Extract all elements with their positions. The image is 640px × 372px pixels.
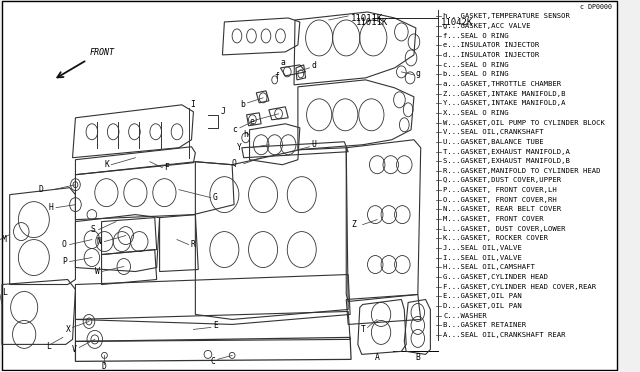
Text: g...GASKET,ACC VALVE: g...GASKET,ACC VALVE [443, 23, 531, 29]
Text: R...GASKET,MANIFOLD TO CYLINDER HEAD: R...GASKET,MANIFOLD TO CYLINDER HEAD [443, 168, 601, 174]
Text: 11011K: 11011K [351, 14, 383, 23]
Text: f...SEAL O RING: f...SEAL O RING [443, 33, 509, 39]
Text: X...SEAL O RING: X...SEAL O RING [443, 110, 509, 116]
Text: M: M [2, 235, 7, 244]
Text: E...GASKET,OIL PAN: E...GASKET,OIL PAN [443, 294, 522, 299]
Text: P: P [62, 257, 67, 266]
Text: L: L [47, 342, 51, 351]
Text: N...GASKET, REAR BELT COVER: N...GASKET, REAR BELT COVER [443, 206, 561, 212]
Text: L: L [2, 288, 7, 297]
Text: B: B [415, 353, 420, 362]
Text: Z...GASKET,INTAKE MANIFOLD,B: Z...GASKET,INTAKE MANIFOLD,B [443, 90, 566, 97]
Text: c...SEAL O RING: c...SEAL O RING [443, 62, 509, 68]
Text: F: F [164, 163, 170, 172]
Text: G: G [212, 193, 218, 202]
Text: h: h [244, 130, 248, 139]
Text: D: D [102, 362, 106, 371]
Text: W...GASKET,OIL PUMP TO CYLINDER BLOCK: W...GASKET,OIL PUMP TO CYLINDER BLOCK [443, 119, 605, 125]
Text: FRONT: FRONT [90, 48, 115, 57]
Text: c: c [232, 125, 237, 134]
Text: X: X [66, 325, 70, 334]
Text: 11042K: 11042K [441, 18, 473, 27]
Text: Q...GASKET,DUST COVER,UPPER: Q...GASKET,DUST COVER,UPPER [443, 177, 561, 183]
Text: D...GASKET,OIL PAN: D...GASKET,OIL PAN [443, 303, 522, 309]
Text: K: K [104, 160, 109, 169]
Text: V: V [72, 345, 76, 354]
Text: b: b [240, 100, 244, 109]
Text: a: a [280, 58, 285, 67]
Text: S...GASKET,EXHAUST MANIFOLD,B: S...GASKET,EXHAUST MANIFOLD,B [443, 158, 570, 164]
Text: T: T [361, 325, 365, 334]
Text: Y: Y [237, 143, 242, 152]
Text: d: d [312, 61, 316, 70]
Text: U...GASKET,BALANCE TUBE: U...GASKET,BALANCE TUBE [443, 139, 544, 145]
Text: L...GASKET, DUST COVER,LOWER: L...GASKET, DUST COVER,LOWER [443, 226, 566, 232]
Text: M...GASKET, FRONT COVER: M...GASKET, FRONT COVER [443, 216, 544, 222]
Text: 11011K: 11011K [356, 18, 388, 27]
Text: G...GASKET,CYLINDER HEAD: G...GASKET,CYLINDER HEAD [443, 274, 548, 280]
Text: O...GASKET, FRONT COVER,RH: O...GASKET, FRONT COVER,RH [443, 197, 557, 203]
Text: e...INSULATOR INJECTOR: e...INSULATOR INJECTOR [443, 42, 540, 48]
Text: C: C [211, 357, 216, 366]
Text: T...GASKET,EXHAUST MANIFOLD,A: T...GASKET,EXHAUST MANIFOLD,A [443, 148, 570, 154]
Text: J...SEAL OIL,VALVE: J...SEAL OIL,VALVE [443, 245, 522, 251]
Text: H: H [49, 203, 53, 212]
Text: Q: Q [231, 159, 236, 168]
Text: e: e [250, 117, 255, 126]
Text: Y...GASKET,INTAKE MANIFOLD,A: Y...GASKET,INTAKE MANIFOLD,A [443, 100, 566, 106]
Text: D: D [38, 185, 44, 194]
Text: E: E [212, 321, 218, 330]
Text: a...GASKET,THROTTLE CHAMBER: a...GASKET,THROTTLE CHAMBER [443, 81, 561, 87]
Text: N: N [97, 237, 102, 246]
Text: Z: Z [351, 220, 356, 229]
Text: d...INSULATOR INJECTOR: d...INSULATOR INJECTOR [443, 52, 540, 58]
Text: P...GASKET, FRONT COVER,LH: P...GASKET, FRONT COVER,LH [443, 187, 557, 193]
Text: b...SEAL O RING: b...SEAL O RING [443, 71, 509, 77]
Text: V...SEAL OIL,CRANKSHAFT: V...SEAL OIL,CRANKSHAFT [443, 129, 544, 135]
Text: B...GASKET RETAINER: B...GASKET RETAINER [443, 322, 526, 328]
Text: O: O [62, 240, 67, 249]
Text: U: U [312, 140, 316, 149]
Text: F...GASKET,CYLINDER HEAD COVER,REAR: F...GASKET,CYLINDER HEAD COVER,REAR [443, 284, 596, 290]
Text: K...GASKET, ROCKER COVER: K...GASKET, ROCKER COVER [443, 235, 548, 241]
Text: I: I [191, 100, 195, 109]
Text: I...SEAL OIL,VALVE: I...SEAL OIL,VALVE [443, 255, 522, 261]
Text: c DP0000: c DP0000 [580, 4, 612, 10]
Text: A: A [375, 353, 380, 362]
Text: h...GASKET,TEMPERATURE SENSOR: h...GASKET,TEMPERATURE SENSOR [443, 13, 570, 19]
Text: f: f [275, 73, 280, 81]
Text: A...SEAL OIL,CRANKSHAFT REAR: A...SEAL OIL,CRANKSHAFT REAR [443, 332, 566, 338]
Text: g: g [416, 69, 420, 78]
Text: C...WASHER: C...WASHER [443, 312, 487, 319]
Text: S: S [91, 225, 96, 234]
Text: H...SEAL OIL,CAMSHAFT: H...SEAL OIL,CAMSHAFT [443, 264, 535, 270]
Text: J: J [221, 107, 225, 116]
Text: R: R [191, 240, 195, 249]
Text: W: W [95, 267, 100, 276]
